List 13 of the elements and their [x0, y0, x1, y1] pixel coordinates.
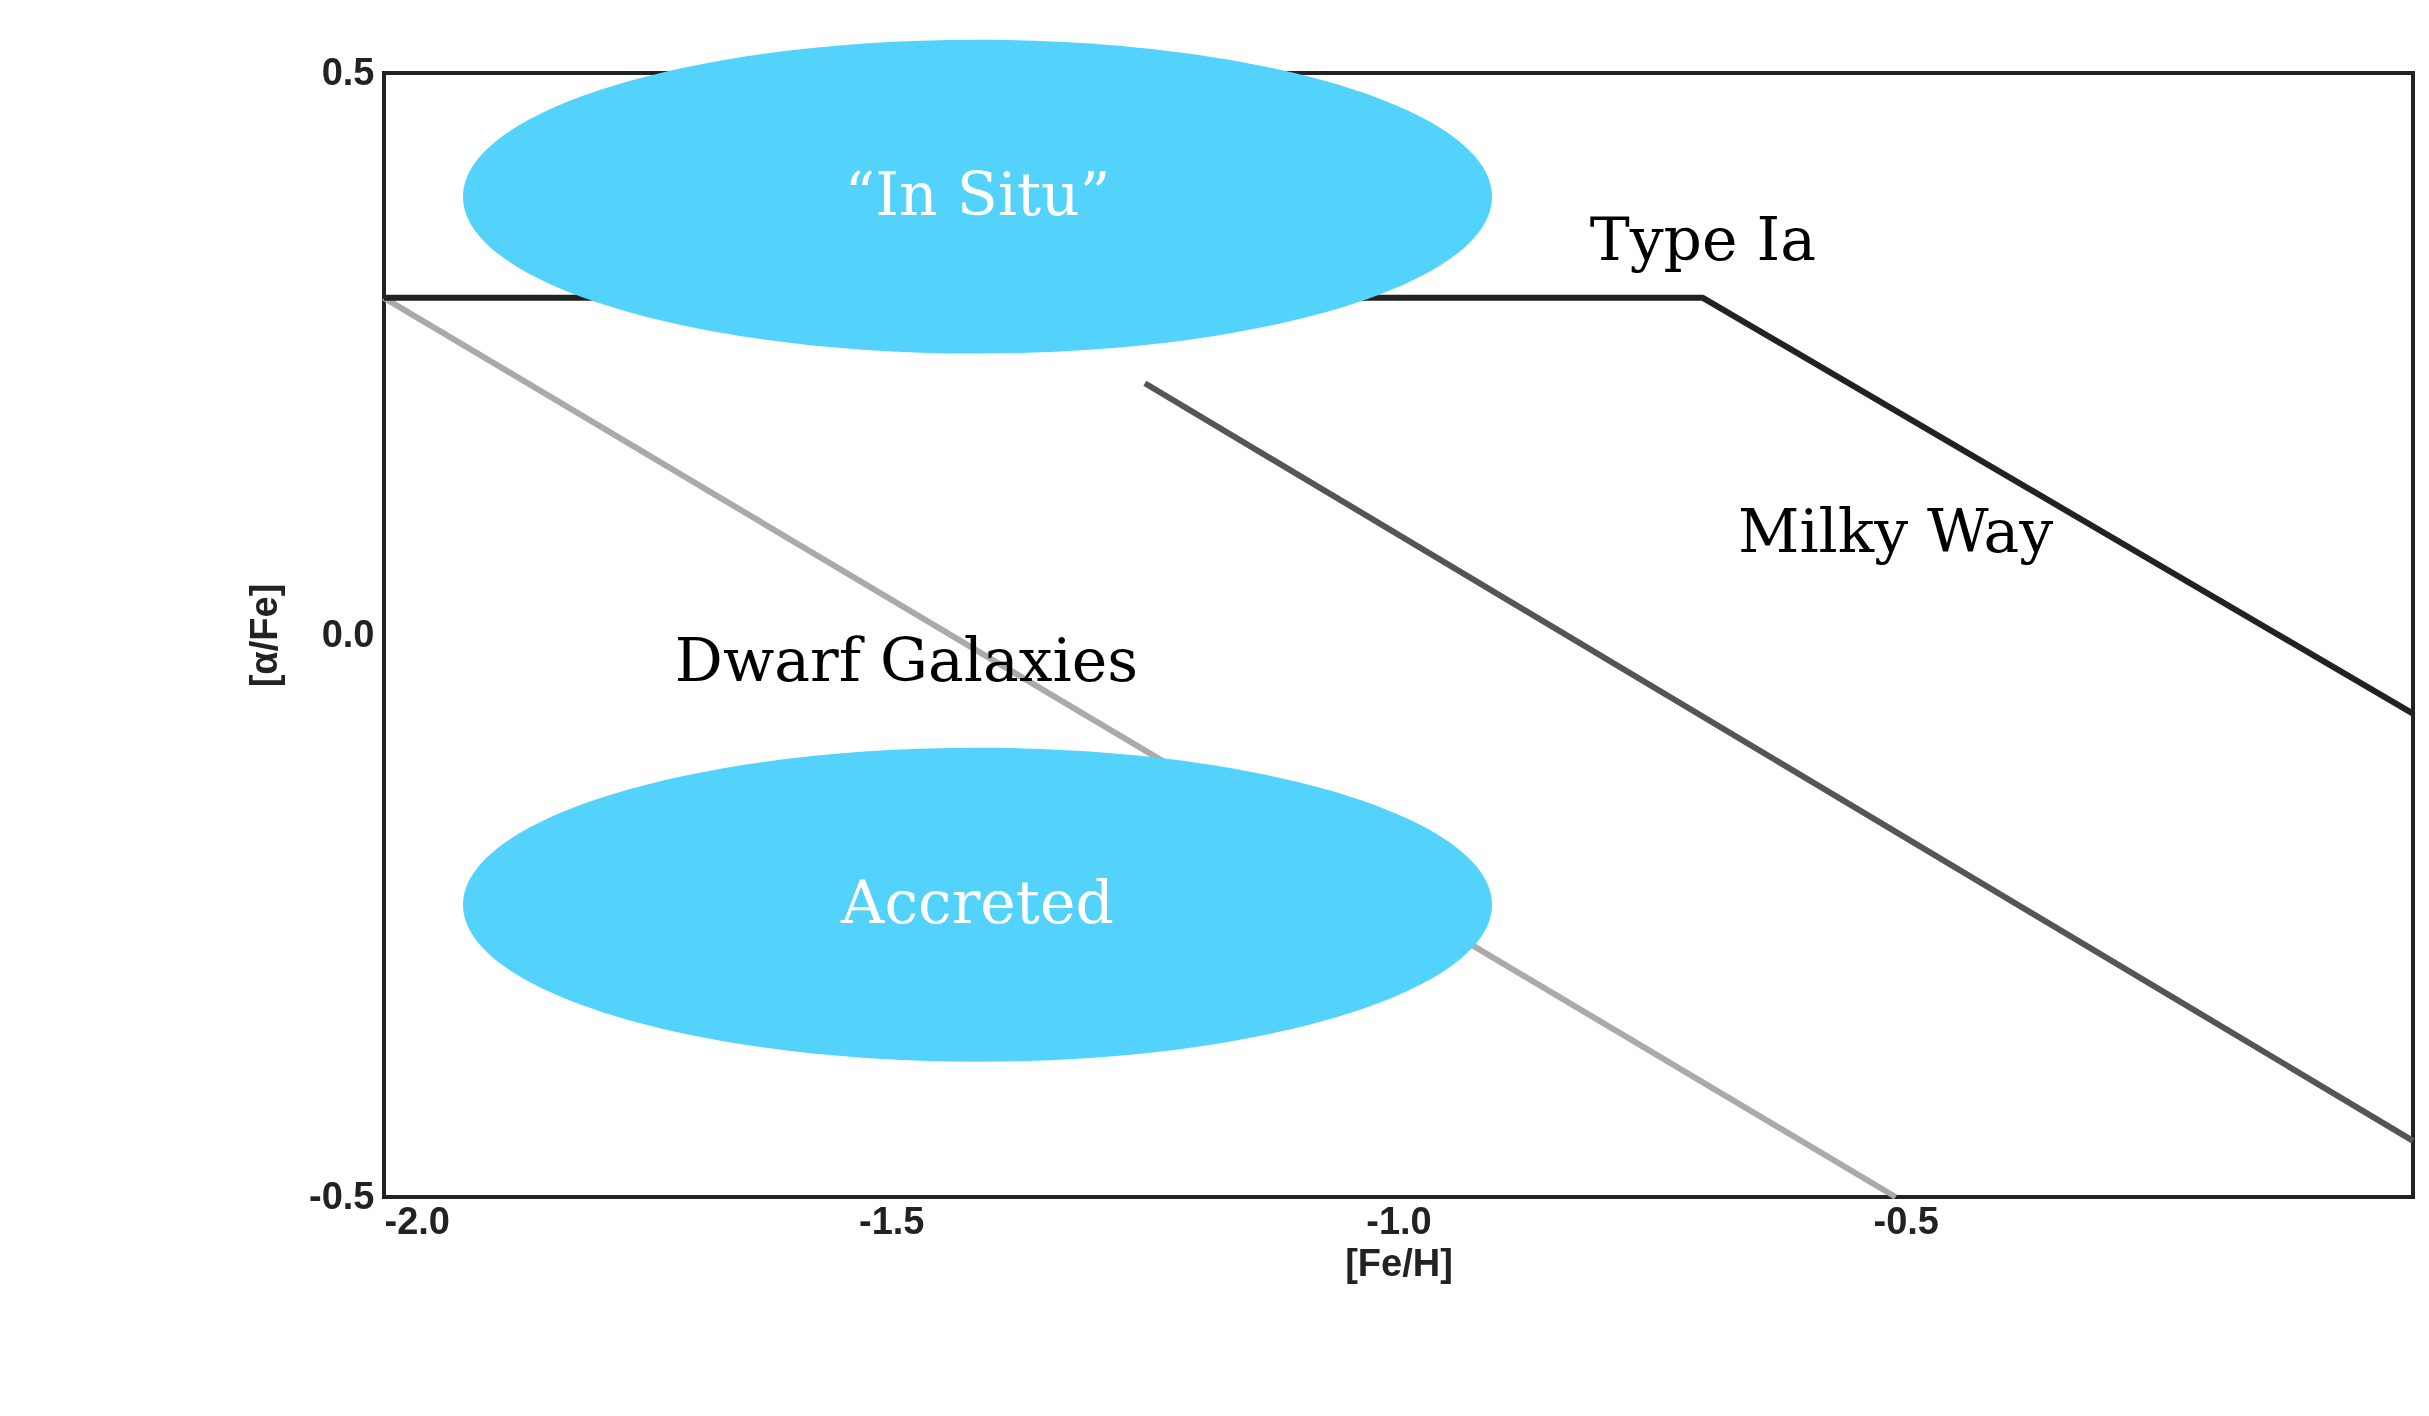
x-tick-label: -1.0: [1366, 1199, 1432, 1242]
annotation: Accreted: [840, 866, 1114, 937]
y-axis-title: [α/Fe]: [243, 583, 286, 688]
annotation: Dwarf Galaxies: [674, 625, 1139, 696]
y-tick-label: 0.0: [321, 612, 375, 655]
x-tick-label: -1.5: [859, 1199, 925, 1242]
x-tick-label: -2.0: [384, 1199, 450, 1242]
x-axis-title: [Fe/H]: [1345, 1241, 1453, 1284]
y-tick-label: 0.5: [321, 50, 375, 93]
x-tick-label: -0.5: [1873, 1199, 1939, 1242]
annotation: Milky Way: [1737, 495, 2054, 566]
annotation: Type Ia: [1589, 203, 1817, 274]
annotation: “In Situ”: [844, 158, 1111, 229]
